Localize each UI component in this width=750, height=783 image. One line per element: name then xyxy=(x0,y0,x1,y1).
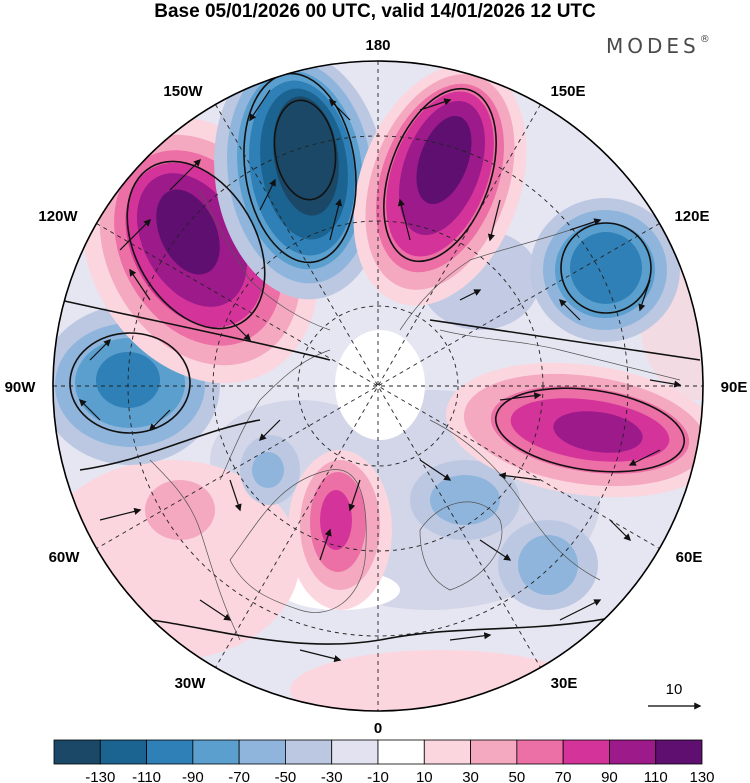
lon-label-150e: 150E xyxy=(550,83,585,100)
brand-name: MODES xyxy=(606,34,700,58)
colorbar-swatch xyxy=(562,739,610,765)
colorbar-tick-label: -50 xyxy=(275,769,297,783)
colorbar-swatch xyxy=(655,739,703,765)
colorbar-tick-label: 30 xyxy=(462,769,479,783)
colorbar-tick-label: -110 xyxy=(132,769,161,783)
colorbar-tick-label: -70 xyxy=(228,769,250,783)
colorbar-swatch xyxy=(516,739,564,765)
greenland-positive-anomaly xyxy=(288,450,392,610)
lon-label-90e: 90E xyxy=(721,379,748,396)
lon-label-180: 180 xyxy=(365,37,390,54)
colorbar-tick-label: 70 xyxy=(555,769,572,783)
lon-label-60w: 60W xyxy=(49,549,81,566)
colorbar-swatch xyxy=(146,739,194,765)
colorbar-tick-label: 10 xyxy=(416,769,433,783)
western-pacific-positive-anomaly xyxy=(353,64,527,306)
lon-label-120e: 120E xyxy=(674,208,709,225)
colorbar-swatch xyxy=(285,739,333,765)
lon-label-90w: 90W xyxy=(5,379,37,396)
colorbar-swatch xyxy=(423,739,471,765)
colorbar-tick-label: 50 xyxy=(509,769,526,783)
colorbar-tick-label: 110 xyxy=(644,769,668,783)
europe-negative-anomalies xyxy=(240,435,598,610)
brand-registered-mark: ® xyxy=(699,34,710,45)
longitude-labels: 180 150E 120E 90E 60E 30E 0 30W 60W 90W … xyxy=(5,37,748,737)
map-title: Base 05/01/2026 00 UTC, valid 14/01/2026… xyxy=(154,1,596,22)
colorbar-swatch xyxy=(377,739,425,765)
colorbar-swatch xyxy=(331,739,379,765)
colorbar-tick-label: -10 xyxy=(367,769,389,783)
coastlines xyxy=(149,189,681,641)
lon-label-30e: 30E xyxy=(551,675,578,692)
colorbar-swatch xyxy=(609,739,657,765)
graticule xyxy=(53,61,703,711)
colorbar-swatch xyxy=(192,739,240,765)
lon-label-30w: 30W xyxy=(175,675,207,692)
lon-label-60e: 60E xyxy=(676,549,703,566)
colorbar-swatch xyxy=(470,739,518,765)
colorbar-tick-label: -90 xyxy=(182,769,204,783)
brand-logo: MODES® xyxy=(606,34,710,58)
colorbar-tick-label: 130 xyxy=(689,769,714,783)
lon-label-150w: 150W xyxy=(163,83,203,100)
map-border xyxy=(52,60,704,712)
colorbar-tick-label: 90 xyxy=(601,769,618,783)
lon-label-0: 0 xyxy=(374,720,382,737)
colorbar-swatch xyxy=(53,739,101,765)
reference-vector: 10 xyxy=(648,681,702,710)
colorbar-tick-label: -130 xyxy=(85,769,115,783)
map-disk xyxy=(53,61,703,711)
colorbar: -130 -110 -90 -70 -50 -30 -10 10 30 50 70 90 110 130 xyxy=(53,739,715,783)
colorbar-swatch xyxy=(238,739,286,765)
reference-vector-label: 10 xyxy=(666,681,683,698)
colorbar-tick-label: -30 xyxy=(321,769,343,783)
colorbar-swatch xyxy=(99,739,147,765)
lon-label-120w: 120W xyxy=(38,208,78,225)
